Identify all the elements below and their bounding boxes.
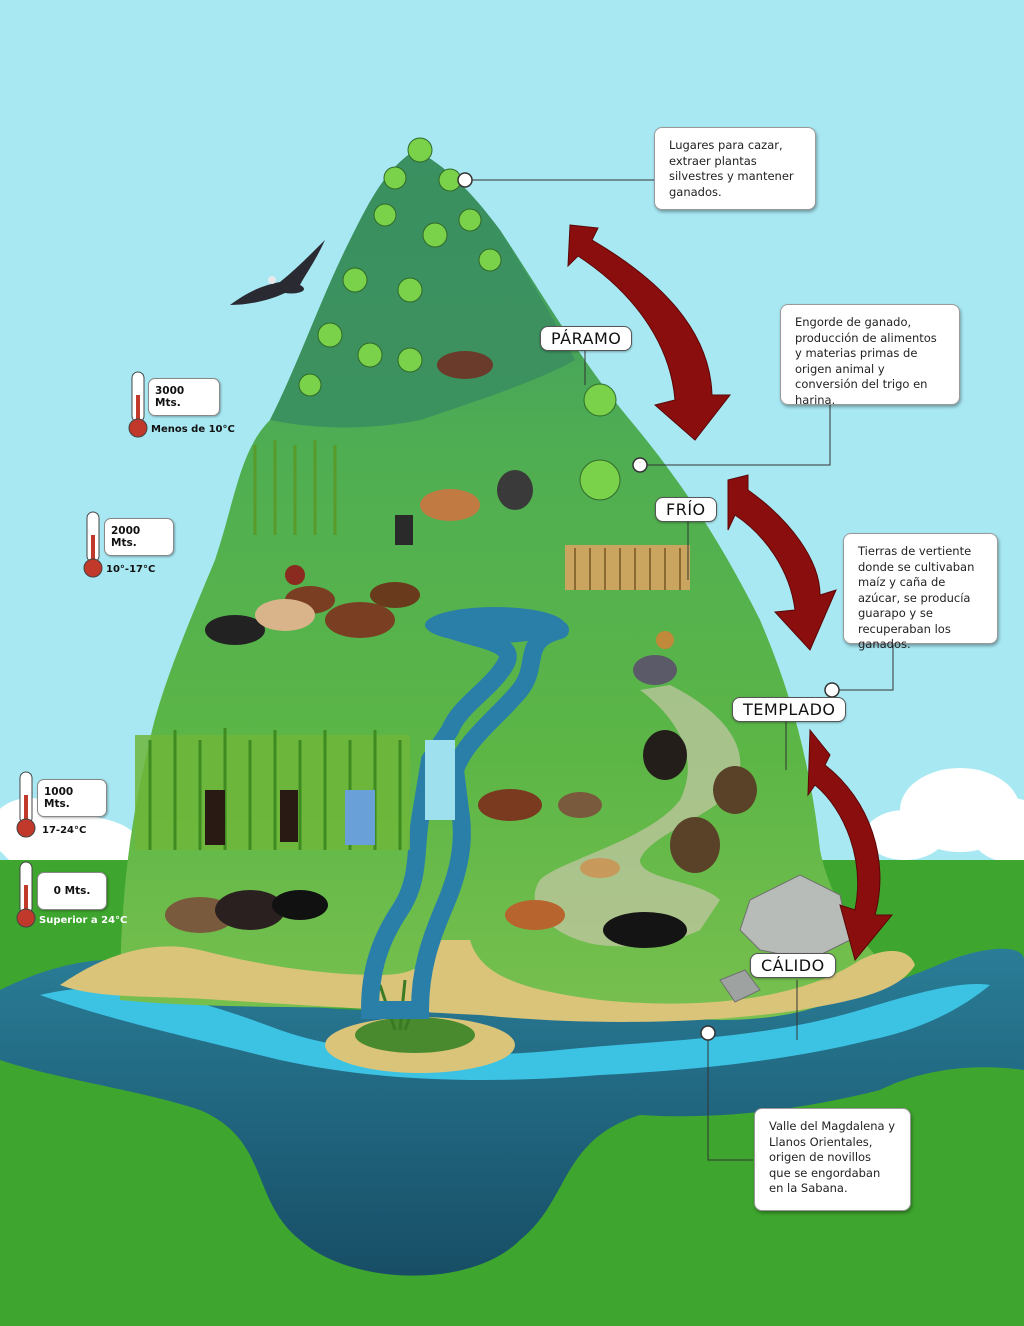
- callout-dots: [457, 172, 840, 1041]
- temperature-0: Superior a 24°C: [39, 915, 128, 926]
- zone-label-templado: TEMPLADO: [732, 697, 847, 722]
- zone-label-calido: CÁLIDO: [750, 953, 836, 978]
- thermometer-icon: [16, 771, 36, 838]
- frailejon-plants: [298, 137, 621, 501]
- zone-label-frio: FRÍO: [655, 497, 717, 522]
- cornfield: [253, 440, 337, 535]
- lagoon: [425, 607, 565, 643]
- temperature-2000: 10°-17°C: [106, 564, 156, 575]
- thermometer-icons: [16, 371, 148, 928]
- sandy-shore: [60, 940, 915, 1022]
- mountain-river: [360, 616, 569, 1019]
- horses-riders: [255, 351, 677, 685]
- waterfall: [425, 740, 455, 820]
- thermometer-icon: [16, 861, 36, 928]
- wheat-field: [565, 545, 690, 590]
- cattle-herd: [165, 582, 757, 948]
- note-paramo: Lugares para cazar, extraer plantas silv…: [654, 127, 816, 210]
- rocks: [719, 874, 851, 1003]
- zone-label-paramo: PÁRAMO: [540, 326, 633, 351]
- condor: [230, 240, 325, 305]
- shallow-water: [40, 984, 990, 1080]
- altitude-1000: 1000 Mts.: [37, 779, 107, 817]
- migration-arrows: [567, 224, 894, 962]
- temperature-1000: 17-24°C: [42, 825, 87, 836]
- thermometer-icon: [83, 511, 103, 578]
- farm-workers: [205, 515, 413, 845]
- cattle-path: [534, 685, 741, 947]
- thermometer-icon: [128, 371, 148, 438]
- note-calido: Valle del Magdalena y Llanos Orientales,…: [754, 1108, 911, 1211]
- paramo-zone: [270, 150, 575, 428]
- note-frio: Engorde de ganado, producción de aliment…: [780, 304, 960, 407]
- note-templado: Tierras de vertiente donde se cultivaban…: [843, 533, 998, 651]
- altitude-0: 0 Mts.: [37, 872, 107, 910]
- callout-connectors: [465, 179, 894, 1161]
- altitude-2000: 2000 Mts.: [104, 518, 174, 556]
- temperature-3000: Menos de 10°C: [151, 424, 235, 435]
- altitude-3000: 3000 Mts.: [148, 378, 220, 416]
